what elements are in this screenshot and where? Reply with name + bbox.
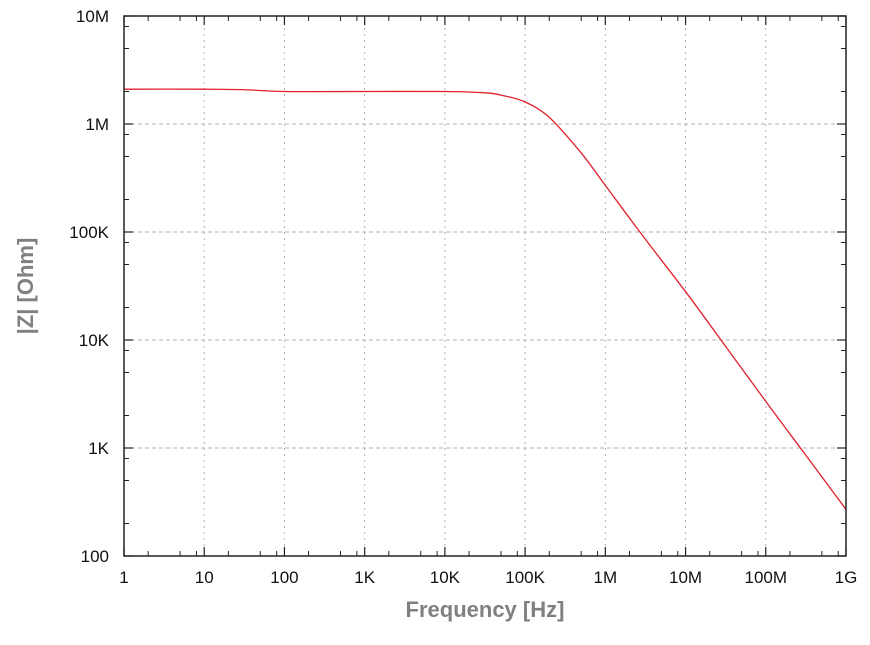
y-tick-label: 10M: [76, 7, 109, 26]
x-tick-label: 1M: [594, 568, 618, 587]
grid-lines: [124, 16, 846, 556]
x-tick-label: 100: [270, 568, 298, 587]
impedance-curve: [123, 88, 847, 510]
x-tick-label: 100M: [745, 568, 788, 587]
y-tick-label: 10K: [79, 331, 110, 350]
x-axis-title: Frequency [Hz]: [406, 597, 565, 622]
y-axis-tick-labels: 100 1K 10K 100K 1M 10M: [69, 7, 109, 566]
x-tick-label: 1G: [835, 568, 858, 587]
x-tick-label: 100K: [505, 568, 545, 587]
y-tick-label: 1K: [88, 439, 109, 458]
y-tick-label: 100: [81, 547, 109, 566]
x-tick-label: 10K: [430, 568, 461, 587]
x-tick-label: 1: [119, 568, 128, 587]
x-tick-label: 10: [195, 568, 214, 587]
plot-frame: [123, 15, 847, 557]
y-tick-label: 1M: [85, 115, 109, 134]
x-tick-label: 1K: [354, 568, 375, 587]
y-axis-title: |Z| [Ohm]: [13, 238, 38, 335]
x-tick-label: 10M: [669, 568, 702, 587]
x-axis-tick-labels: 1 10 100 1K 10K 100K 1M 10M 100M 1G: [119, 568, 857, 587]
y-tick-label: 100K: [69, 223, 109, 242]
